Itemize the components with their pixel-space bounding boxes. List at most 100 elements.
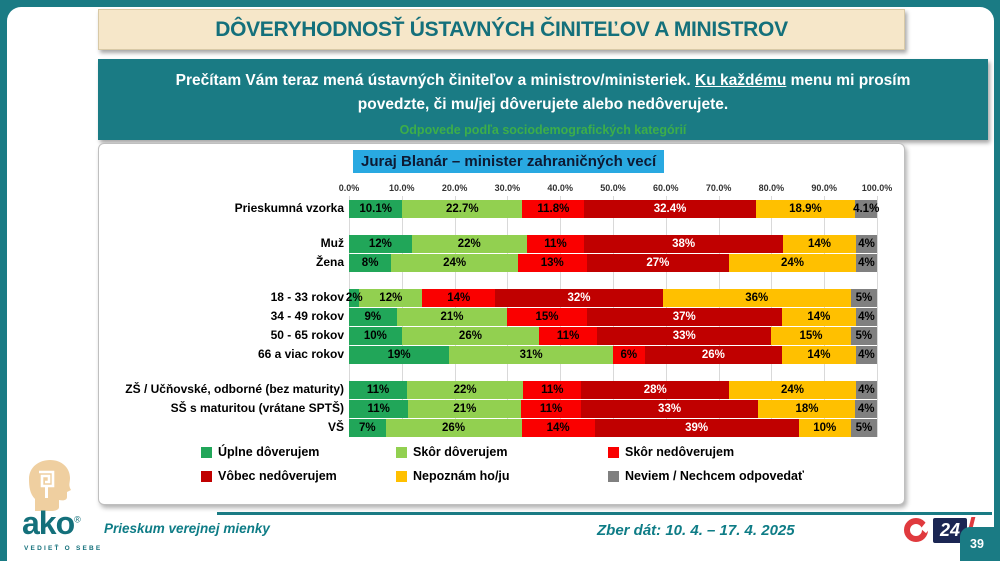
x-axis-tick: 90.0% — [811, 183, 837, 193]
bar-segment-value: 10% — [813, 422, 837, 434]
bar-segment: 4% — [855, 308, 877, 326]
chart-card: Juraj Blanár – minister zahraničných vec… — [98, 143, 905, 505]
question-subtitle: Odpovede podľa sociodemografických kateg… — [399, 123, 687, 138]
bar-segment-value: 27% — [646, 257, 670, 269]
x-axis-tick: 40.0% — [547, 183, 573, 193]
bar-segment: 32% — [495, 289, 663, 307]
bar-segment-value: 8% — [361, 257, 379, 269]
legend-label: Nepoznám ho/ju — [413, 469, 510, 483]
bar-segment-value: 11% — [544, 238, 567, 250]
bar-segment: 11.8% — [522, 200, 585, 218]
bar-segment: 4% — [855, 400, 877, 418]
bar-segment: 5% — [850, 327, 877, 345]
x-axis-tick: 100.0% — [861, 183, 893, 193]
bar-segment: 22.7% — [402, 200, 523, 218]
bar-segment: 14% — [781, 346, 856, 364]
bar-row: 66 a viac rokov 19% 31% 6% 26% 14% 4% — [99, 346, 904, 364]
bar-segment-value: 10.1% — [359, 203, 392, 215]
question-text: Prečítam Vám teraz mená ústavných činite… — [154, 69, 932, 117]
slide-title: DÔVERYHODNOSŤ ÚSTAVNÝCH ČINITEĽOV A MINI… — [215, 17, 788, 41]
bar-segment-value: 39% — [685, 422, 709, 434]
bar-segment: 26% — [644, 346, 782, 364]
stacked-bar: 12% 22% 11% 38% 14% 4% — [349, 235, 877, 253]
bar-segment: 24% — [729, 381, 856, 399]
bar-segment: 33% — [580, 400, 759, 418]
bar-segment-value: 38% — [672, 238, 696, 250]
bar-segment: 31% — [449, 346, 613, 364]
slide-content-area: DÔVERYHODNOSŤ ÚSTAVNÝCH ČINITEĽOV A MINI… — [7, 7, 994, 561]
bar-row-label: 18 - 33 rokov — [270, 290, 344, 304]
gridline — [877, 196, 878, 437]
bar-segment: 27% — [586, 254, 730, 272]
x-axis-tick: 20.0% — [441, 183, 468, 193]
bar-segment: 10.1% — [349, 200, 403, 218]
bar-segment: 13% — [517, 254, 587, 272]
bar-segment: 4% — [856, 235, 877, 253]
channel-number-box: 24 — [933, 518, 967, 543]
bar-segment: 11% — [349, 381, 408, 399]
bar-segment: 4% — [855, 381, 877, 399]
bar-row: VŠ 7% 26% 14% 39% 10% 5% — [99, 419, 904, 437]
bar-row-label: SŠ s maturitou (vrátane SPTŠ) — [170, 401, 344, 415]
bar-segment-value: 32% — [567, 292, 591, 304]
bar-segment-value: 13% — [540, 257, 564, 269]
bar-row: 34 - 49 rokov 9% 21% 15% 37% 14% 4% — [99, 308, 904, 326]
bar-segment: 14% — [521, 419, 595, 437]
bar-row-label: 34 - 49 rokov — [270, 309, 344, 323]
bar-segment-value: 11% — [556, 330, 580, 342]
stacked-bar: 7% 26% 14% 39% 10% 5% — [349, 419, 877, 437]
bar-segment-value: 12% — [368, 238, 392, 250]
bar-segment-value: 28% — [643, 384, 667, 396]
legend-swatch — [201, 446, 212, 458]
bar-row: Muž 12% 22% 11% 38% 14% 4% — [99, 235, 904, 253]
bar-segment-value: 14% — [546, 422, 570, 434]
legend-swatch — [396, 446, 407, 458]
legend-item: Nepoznám ho/ju — [396, 469, 510, 483]
page-number-tab: 39 — [960, 527, 994, 561]
bar-segment: 21% — [408, 400, 522, 418]
legend-item: Úplne dôverujem — [201, 445, 319, 459]
bar-segment: 11% — [523, 381, 582, 399]
slide-title-bar: DÔVERYHODNOSŤ ÚSTAVNÝCH ČINITEĽOV A MINI… — [98, 9, 905, 50]
legend-swatch — [608, 470, 619, 482]
bar-segment-value: 26% — [442, 422, 466, 434]
legend-swatch — [396, 470, 407, 482]
question-text-underlined: Ku každému — [695, 72, 787, 89]
bar-row-label: Žena — [315, 255, 344, 269]
bar-segment: 10% — [798, 419, 851, 437]
bar-segment-value: 22.7% — [445, 203, 479, 215]
legend-item: Skôr nedôverujem — [608, 445, 734, 459]
bar-segment: 10% — [349, 327, 402, 345]
bar-segment-value: 14% — [807, 311, 831, 323]
bar-row-label: 66 a viac rokov — [257, 347, 344, 361]
bar-segment-value: 26% — [701, 349, 725, 361]
x-axis-tick: 70.0% — [705, 183, 732, 193]
bar-segment: 4% — [855, 254, 877, 272]
bar-segment-value: 12% — [379, 292, 403, 304]
channel-ring-icon — [904, 518, 933, 542]
bar-segment: 2% — [346, 289, 363, 307]
legend-label: Úplne dôverujem — [218, 445, 320, 459]
bar-segment: 26% — [385, 419, 522, 437]
stacked-bar: 10% 26% 11% 33% 15% 5% — [349, 327, 877, 345]
page-number: 39 — [970, 537, 984, 551]
bar-segment-value: 21% — [453, 403, 477, 415]
bar-segment-value: 4% — [858, 311, 875, 323]
stacked-bar: 9% 21% 15% 37% 14% 4% — [349, 308, 877, 326]
bar-segment-value: 24% — [781, 257, 805, 269]
bar-segment: 28% — [581, 381, 730, 399]
question-panel: Prečítam Vám teraz mená ústavných činite… — [98, 59, 988, 140]
bar-segment-value: 11.8% — [537, 203, 570, 215]
ako-tagline: VEDIEŤ O SEBE — [24, 545, 103, 552]
bar-row-label: 50 - 65 rokov — [270, 328, 344, 342]
bar-segment: 5% — [850, 419, 877, 437]
bar-segment-value: 26% — [458, 330, 482, 342]
bar-segment-value: 18% — [795, 403, 819, 415]
bar-segment: 26% — [401, 327, 540, 345]
question-text-before: Prečítam Vám teraz mená ústavných činite… — [175, 72, 696, 89]
question-text-after: menu mi prosím povedzte, či mu/jej dôver… — [357, 72, 911, 114]
bar-segment-value: 37% — [672, 311, 696, 323]
bar-segment: 22% — [407, 381, 524, 399]
bar-segment: 11% — [526, 235, 585, 253]
ako-reg-mark: ® — [74, 514, 81, 525]
